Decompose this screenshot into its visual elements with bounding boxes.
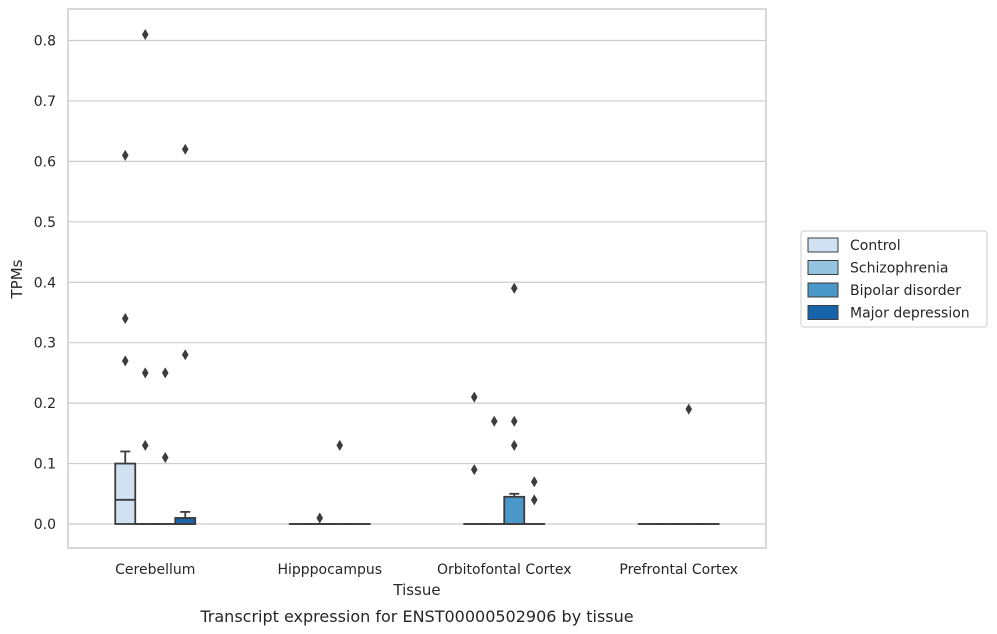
x-tick-label-cerebellum: Cerebellum [115, 562, 195, 578]
legend-swatch-schizophrenia [807, 260, 839, 275]
outlier-point [490, 415, 498, 427]
y-tick-label: 0.0 [34, 517, 56, 533]
box-body [503, 495, 526, 525]
outlier-point [161, 367, 169, 379]
y-tick-label: 0.6 [34, 154, 56, 170]
y-tick-label: 0.5 [34, 215, 56, 231]
x-axis-ticks: Cerebellum Hipppocampus Orbitofontal Corte… [115, 562, 738, 578]
outlier-point [121, 149, 129, 161]
y-tick-label: 0.3 [34, 336, 56, 352]
y-tick-label: 0.7 [34, 94, 56, 110]
outlier-point [336, 439, 344, 451]
y-tick-label: 0.8 [34, 34, 56, 50]
legend-label-control: Control [850, 238, 901, 254]
outlier-point [121, 355, 129, 367]
legend-swatch-major-depression [807, 305, 839, 320]
legend-label-major-depression: Major depression [850, 306, 970, 322]
outlier-point [470, 391, 478, 403]
legend-swatch-bipolar-disorder [807, 282, 839, 298]
legend-swatch-control [807, 237, 839, 253]
box-body [114, 462, 137, 525]
box-major-depression-orbitofontal-cortex [523, 476, 546, 525]
outlier-point [510, 282, 518, 294]
chart-caption: Transcript expression for ENST0000050290… [199, 607, 633, 626]
x-tick-label-prefrontal-cortex: Prefrontal Cortex [619, 562, 738, 578]
outlier-point [181, 143, 189, 155]
plot-frame [67, 8, 767, 549]
outlier-point [316, 512, 324, 524]
y-axis-ticks: 0.0 0.1 0.2 0.3 0.4 0.5 0.6 0.7 0.8 [34, 34, 56, 534]
y-tick-label: 0.4 [34, 275, 56, 291]
outlier-point [530, 494, 538, 506]
legend-frame [800, 230, 988, 328]
outlier-point [161, 452, 169, 464]
outlier-point [510, 415, 518, 427]
boxes [114, 28, 720, 525]
legend-label-schizophrenia: Schizophrenia [850, 261, 948, 277]
box-bipolar-disorder-hipppocampus [328, 439, 351, 525]
box-body [174, 517, 197, 525]
box-control-orbitofontal-cortex [463, 391, 486, 525]
outlier-point [121, 313, 129, 325]
legend: Control Schizophrenia Bipolar disorder Majo… [800, 230, 988, 328]
outlier-point [685, 403, 693, 415]
box-major-depression-cerebellum [174, 143, 197, 525]
box-control-cerebellum [114, 149, 137, 525]
x-tick-label-hipppocampus: Hipppocampus [277, 562, 382, 578]
outlier-point [181, 349, 189, 361]
y-axis-label: TPMs [8, 259, 26, 299]
x-axis-label: Tissue [392, 581, 440, 599]
outlier-point [530, 476, 538, 488]
y-tick-label: 0.1 [34, 457, 56, 473]
outlier-point [141, 28, 149, 40]
legend-label-bipolar-disorder: Bipolar disorder [850, 283, 961, 299]
box-schizophrenia-hipppocampus [308, 512, 331, 525]
outlier-point [141, 439, 149, 451]
y-tick-label: 0.2 [34, 396, 56, 412]
box-bipolar-disorder-orbitofontal-cortex [503, 282, 526, 525]
outlier-point [141, 367, 149, 379]
outlier-point [510, 439, 518, 451]
x-tick-label-orbitofontal-cortex: Orbitofontal Cortex [437, 562, 572, 578]
outlier-point [470, 464, 478, 476]
